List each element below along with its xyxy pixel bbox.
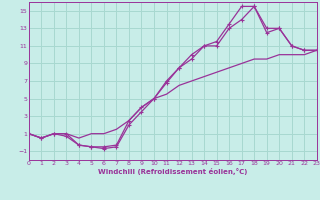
X-axis label: Windchill (Refroidissement éolien,°C): Windchill (Refroidissement éolien,°C)	[98, 168, 247, 175]
